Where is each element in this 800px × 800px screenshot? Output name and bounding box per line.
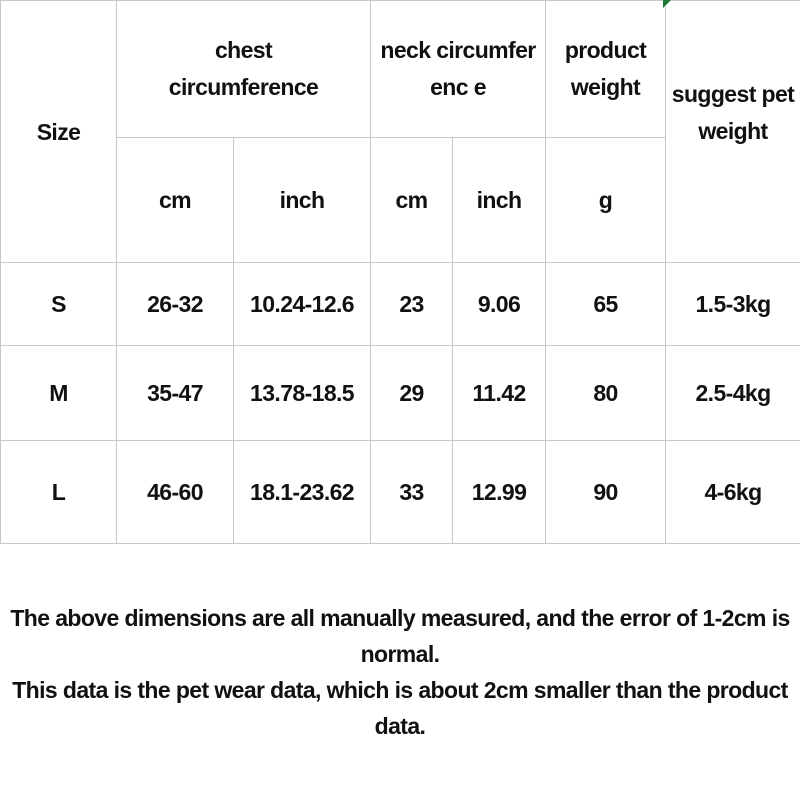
note-measurement: The above dimensions are all manually me… (10, 605, 790, 667)
cell-neck-inch: 9.06 (452, 262, 547, 346)
cell-product-weight: 90 (545, 440, 667, 544)
size-chart-table: Size chest circumference neck circumfere… (0, 0, 800, 544)
cell-comment-marker (663, 0, 671, 8)
cell-neck-cm: 29 (370, 345, 454, 441)
header-suggest-pet-weight: suggest pet weight (665, 0, 800, 263)
cell-product-weight: 80 (545, 345, 667, 441)
header-weight-unit: g (545, 137, 667, 263)
cell-pet-weight: 4-6kg (665, 440, 800, 544)
cell-neck-inch: 12.99 (452, 440, 547, 544)
notes: The above dimensions are all manually me… (0, 600, 800, 744)
header-neck-cm: cm (370, 137, 454, 263)
cell-pet-weight: 1.5-3kg (665, 262, 800, 346)
cell-chest-inch: 13.78-18.5 (232, 345, 372, 441)
cell-chest-cm: 26-32 (116, 262, 234, 346)
cell-size: M (0, 345, 117, 441)
cell-size: L (0, 440, 117, 544)
cell-pet-weight: 2.5-4kg (665, 345, 800, 441)
table-row: S 26-32 10.24-12.6 23 9.06 65 1.5-3kg (0, 262, 800, 346)
cell-size: S (0, 262, 117, 346)
header-neck: neck circumferenc e (370, 0, 547, 138)
cell-neck-inch: 11.42 (452, 345, 547, 441)
header-size: Size (0, 0, 117, 263)
note-pet-wear: This data is the pet wear data, which is… (12, 677, 788, 739)
header-product-weight: product weight (545, 0, 667, 138)
header-chest-cm: cm (116, 137, 234, 263)
header-chest-inch: inch (232, 137, 372, 263)
header-neck-inch: inch (452, 137, 547, 263)
cell-chest-inch: 18.1-23.62 (232, 440, 372, 544)
cell-chest-inch: 10.24-12.6 (232, 262, 372, 346)
header-chest: chest circumference (115, 0, 372, 138)
cell-neck-cm: 23 (370, 262, 454, 346)
cell-product-weight: 65 (545, 262, 667, 346)
table-row: M 35-47 13.78-18.5 29 11.42 80 2.5-4kg (0, 345, 800, 441)
cell-neck-cm: 33 (370, 440, 454, 544)
cell-chest-cm: 46-60 (116, 440, 234, 544)
table-row: L 46-60 18.1-23.62 33 12.99 90 4-6kg (0, 440, 800, 544)
cell-chest-cm: 35-47 (116, 345, 234, 441)
